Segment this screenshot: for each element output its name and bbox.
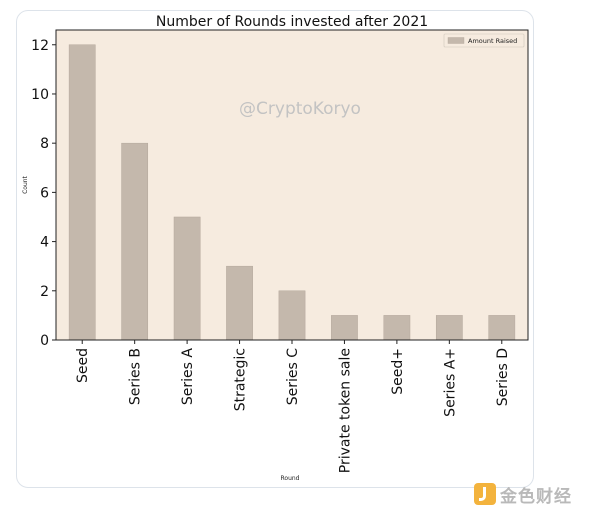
x-tick-label: Seed+ [390, 348, 406, 395]
y-tick-label: 8 [40, 136, 49, 152]
x-tick-label: Seed [75, 348, 91, 383]
y-tick-label: 4 [40, 235, 49, 251]
bar [226, 265, 253, 341]
y-axis: 0 2 4 6 8 10 12 [31, 38, 56, 349]
jinse-logo-icon [474, 483, 496, 505]
legend-box [443, 33, 525, 48]
bar [488, 315, 516, 341]
legend-label: Amount Raised [468, 37, 517, 45]
y-tick-label: 0 [40, 333, 49, 349]
bar [331, 315, 358, 341]
y-tick-label: 12 [31, 38, 49, 54]
y-tick-label: 10 [31, 87, 49, 103]
x-tick-label: Series A+ [442, 348, 458, 417]
bar [435, 315, 463, 341]
x-tick-label: Series C [285, 348, 301, 406]
x-tick-label: Series A [180, 348, 196, 406]
x-tick-label: Strategic [233, 348, 249, 411]
x-axis-label: Round [281, 475, 300, 482]
chart-title: Number of Rounds invested after 2021 [156, 14, 428, 30]
y-tick-label: 6 [40, 185, 49, 201]
bars-group [68, 44, 516, 341]
y-axis-label: Count [22, 175, 29, 193]
watermark-text: @CryptoKoryo [239, 99, 361, 119]
x-tick-label: Private token sale [337, 348, 353, 473]
x-axis: Seed Series B Series A Strategic Series C Pri… [75, 340, 511, 473]
bar [121, 142, 149, 341]
bar [173, 216, 201, 341]
x-tick-label: Series B [128, 348, 144, 405]
bar [68, 44, 96, 341]
bar [278, 290, 306, 341]
y-tick-label: 2 [40, 284, 49, 300]
plot-frame [55, 29, 529, 341]
x-tick-label: Series D [495, 348, 511, 406]
brand-watermark: 金色财经 [474, 481, 572, 507]
legend: Amount Raised [443, 33, 525, 48]
legend-swatch [447, 37, 465, 44]
bar [383, 315, 411, 341]
brand-name: 金色财经 [500, 486, 572, 507]
